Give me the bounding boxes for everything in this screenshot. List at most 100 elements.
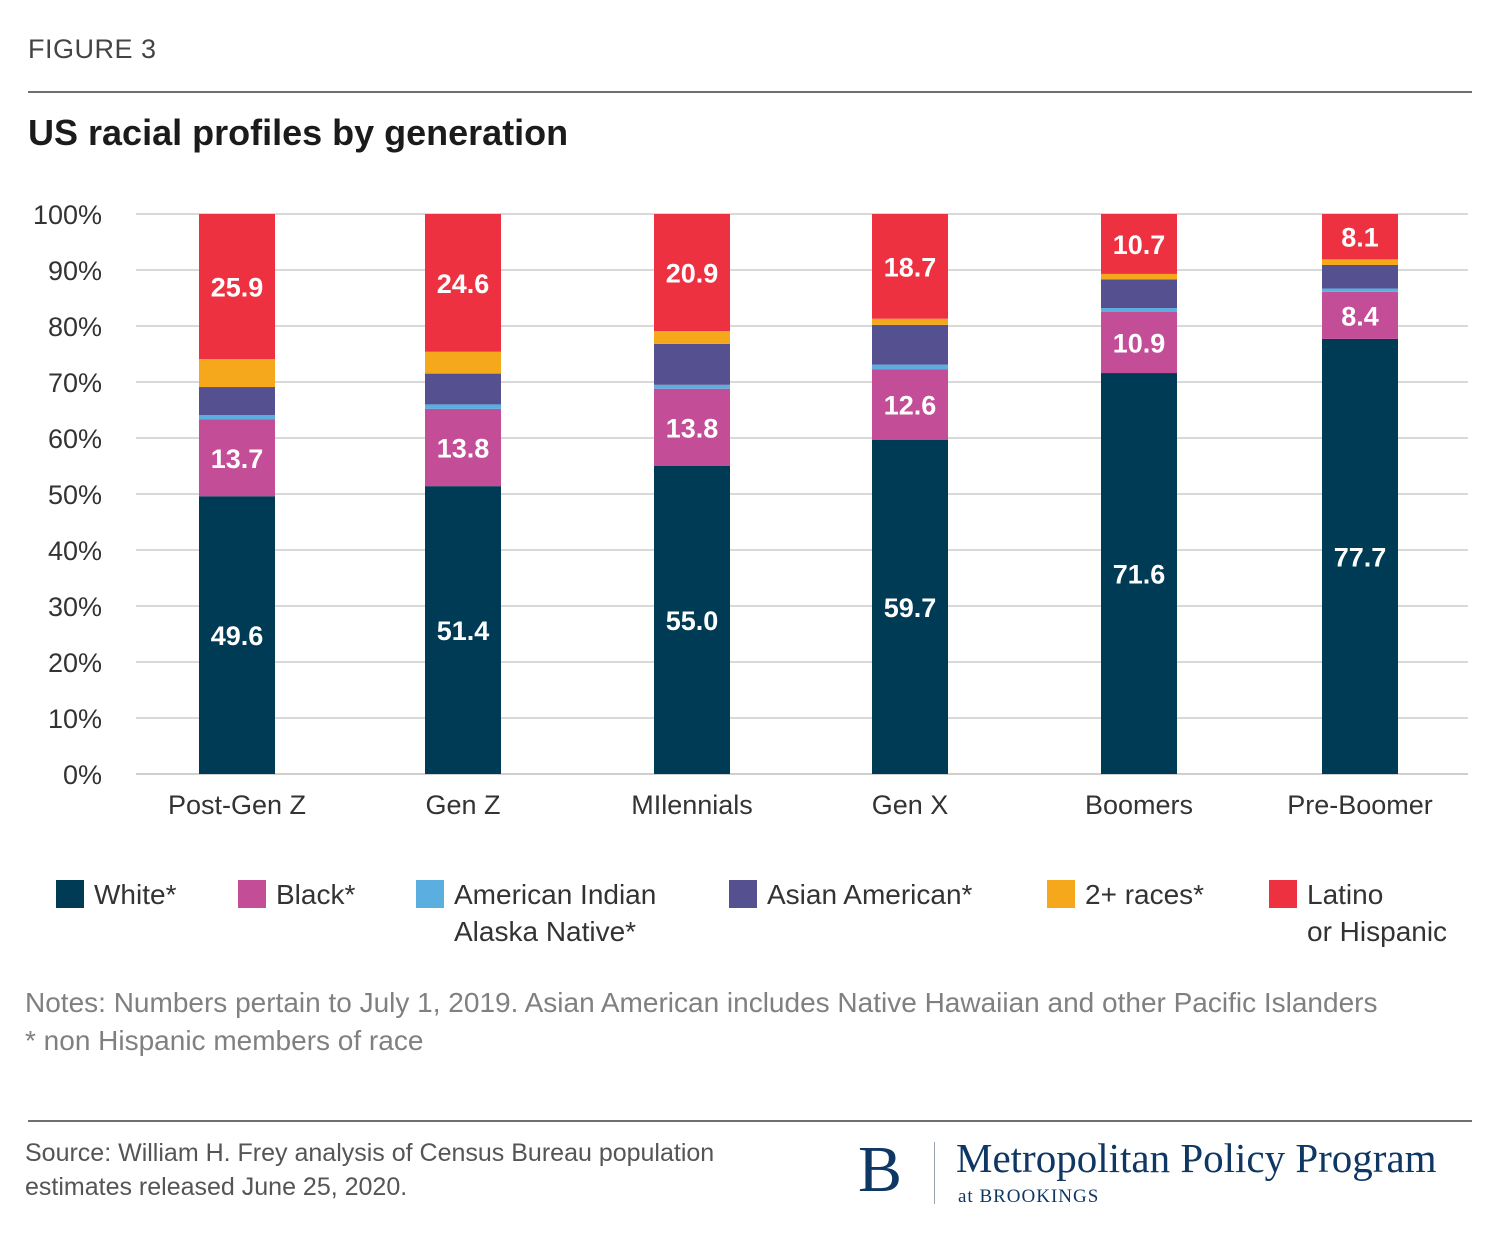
bar-segment [654,388,730,466]
brand-divider [934,1142,935,1204]
bar-segment [872,324,948,365]
legend-item-two-plus-races: 2+ races* [1047,876,1204,913]
data-label: 8.4 [1341,301,1379,331]
legend-item-american-indian: American Indian Alaska Native* [416,876,656,950]
bar-segment [425,408,501,487]
y-tick-label: 50% [48,480,102,510]
data-label: 13.8 [437,434,490,464]
data-label: 10.7 [1113,230,1166,260]
bar-segment [872,318,948,325]
bar-segment [1101,308,1177,312]
legend-label-black: Black* [276,879,356,910]
bar-segment [199,419,275,497]
y-tick-label: 70% [48,368,102,398]
bar-segment [425,404,501,409]
bar-segment [425,486,501,774]
legend-label-asian-american: Asian American* [767,879,973,910]
y-tick-label: 0% [63,760,102,790]
notes: Notes: Numbers pertain to July 1, 2019. … [25,984,1445,1060]
bar-segment [1322,291,1398,339]
bar-segment [199,496,275,774]
legend-label-two-plus-races: 2+ races* [1085,879,1205,910]
legend-swatch-asian-american [729,880,757,908]
bar-segment [1322,214,1398,260]
data-label: 12.6 [884,390,937,420]
bar-segment [872,364,948,370]
legend-item-white: White* [56,876,176,913]
bar-segment [654,343,730,385]
data-label: 51.4 [437,616,490,646]
bar-segment [425,373,501,405]
legend-item-latino: Latino or Hispanic [1269,876,1447,950]
data-label: 24.6 [437,269,490,299]
bar-segment [1101,273,1177,280]
y-tick-label: 40% [48,536,102,566]
data-label: 18.7 [884,252,937,282]
y-tick-label: 60% [48,424,102,454]
brand-name: Metropolitan Policy Program [956,1135,1437,1181]
data-label: 49.6 [211,621,264,651]
data-label: 13.7 [211,444,264,474]
bar-segment [1322,259,1398,265]
y-tick-label: 100% [33,200,102,230]
data-label: 20.9 [666,259,719,289]
bar-segment [1322,288,1398,292]
legend-swatch-latino [1269,880,1297,908]
legend-swatch-two-plus-races [1047,880,1075,908]
bar-segment [199,214,275,360]
data-label: 8.1 [1341,223,1379,253]
x-tick-label: Boomers [1085,790,1193,820]
bar-segment [1101,373,1177,774]
bar-segment [1101,279,1177,309]
legend: White* Black* American Indian Alaska Nat… [0,876,1500,956]
bottom-divider [28,1120,1472,1122]
x-tick-label: Gen X [872,790,949,820]
legend-item-black: Black* [238,876,355,913]
x-tick-label: Post-Gen Z [168,790,306,820]
data-label: 59.7 [884,593,937,623]
y-tick-label: 90% [48,256,102,286]
notes-footnote: * non Hispanic members of race [25,1025,424,1056]
brand-subtitle: at BROOKINGS [958,1186,1100,1207]
data-label: 10.9 [1113,329,1166,359]
bar-segment [199,415,275,420]
data-label: 71.6 [1113,560,1166,590]
y-tick-label: 30% [48,592,102,622]
notes-line: Notes: Numbers pertain to July 1, 2019. … [25,987,1378,1018]
data-label: 25.9 [211,273,264,303]
x-tick-label: Gen Z [425,790,500,820]
bar-segment [425,214,501,352]
y-tick-label: 80% [48,312,102,342]
stacked-bar-chart: 0% 10% 20% 30% 40% 50% 60% 70% 80% 90% 100% 49.6 13.… [33,200,1468,820]
y-tick-label: 10% [48,704,102,734]
bar-segment [199,359,275,388]
legend-label-american-indian: American Indian Alaska Native* [454,879,657,947]
bar-segment [199,387,275,416]
bar-segment [1101,312,1177,374]
brookings-b-logo: B [858,1133,903,1206]
bar-segment [1322,338,1398,774]
legend-label-latino: Latino or Hispanic [1307,879,1448,947]
bar-segment [654,331,730,344]
bar-segment [425,351,501,374]
x-tick-label: Pre-Boomer [1287,790,1433,820]
bar-segment [872,439,948,774]
chart-title: US racial profiles by generation [28,112,569,153]
legend-label-white: White* [94,879,177,910]
bar-segment [1101,214,1177,274]
bar-segment [654,214,730,332]
source-text: Source: William H. Frey analysis of Cens… [25,1139,715,1201]
data-label: 77.7 [1334,542,1387,572]
legend-swatch-black [238,880,266,908]
bar-segment [654,384,730,389]
legend-swatch-white [56,880,84,908]
bar-segment [872,369,948,440]
legend-swatch-american-indian [416,880,444,908]
x-tick-label: MIlennials [631,790,753,820]
bar-segment [654,466,730,774]
bar-segment [1322,264,1398,289]
figure-label: FIGURE 3 [28,34,157,64]
legend-item-asian-american: Asian American* [729,876,972,913]
data-label: 55.0 [666,606,719,636]
bar-segment [872,214,948,319]
